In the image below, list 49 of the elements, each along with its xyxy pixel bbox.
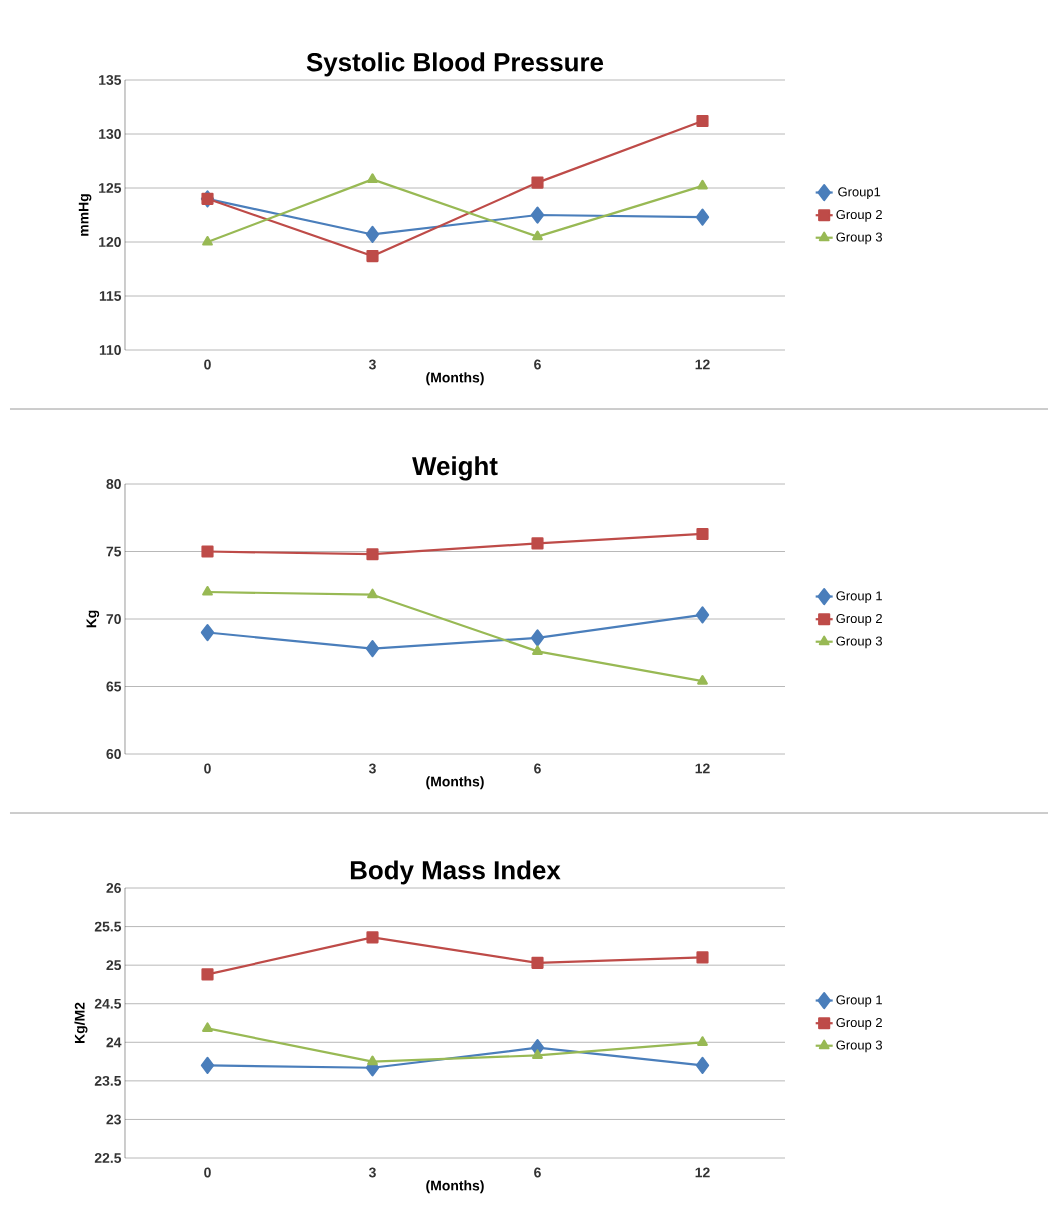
y-axis-title: Kg/M2 xyxy=(74,1002,88,1043)
x-tick-label: 6 xyxy=(533,763,541,774)
y-tick-label: 70 xyxy=(106,614,121,624)
legend-label: Group 2 xyxy=(836,209,882,222)
y-tick-label: 80 xyxy=(106,479,121,489)
x-tick-label: 3 xyxy=(368,763,376,774)
y-tick-label: 25 xyxy=(106,960,121,971)
y-tick-label: 75 xyxy=(106,546,121,557)
x-tick-label: 0 xyxy=(203,763,211,774)
y-tick-label: 23.5 xyxy=(94,1075,121,1086)
legend-label: Group 3 xyxy=(836,232,882,245)
legend-label: Group 1 xyxy=(836,591,882,603)
x-tick-label: 0 xyxy=(203,1167,211,1178)
y-tick-label: 125 xyxy=(98,183,121,193)
y-tick-label: 24.5 xyxy=(94,998,121,1009)
x-axis-title: (Months) xyxy=(426,372,484,386)
y-tick-label: 120 xyxy=(98,237,121,247)
y-tick-label: 23 xyxy=(106,1114,121,1125)
chart-title: Body Mass Index xyxy=(350,860,561,885)
legend-label: Group 3 xyxy=(836,636,882,649)
y-tick-label: 24 xyxy=(106,1037,122,1048)
y-tick-label: 26 xyxy=(106,883,121,893)
y-tick-label: 115 xyxy=(99,291,121,301)
x-axis-title: (Months) xyxy=(426,776,484,790)
x-axis-title: (Months) xyxy=(426,1180,484,1194)
y-tick-label: 130 xyxy=(98,129,121,139)
y-tick-label: 22.5 xyxy=(94,1153,121,1163)
x-tick-label: 12 xyxy=(695,1167,710,1178)
legend-label: Group 2 xyxy=(836,613,882,626)
x-tick-label: 3 xyxy=(368,359,376,370)
x-tick-label: 6 xyxy=(533,359,541,370)
legend-label: Group 1 xyxy=(836,995,882,1007)
legend-label: Group 3 xyxy=(836,1040,882,1053)
y-tick-label: 135 xyxy=(98,75,121,85)
legend-label: Group1 xyxy=(838,187,880,199)
x-tick-label: 3 xyxy=(368,1167,376,1178)
x-tick-label: 0 xyxy=(203,359,211,370)
chart-title: Weight xyxy=(411,456,498,481)
y-tick-label: 110 xyxy=(99,345,121,355)
y-tick-label: 60 xyxy=(106,749,121,759)
y-axis-title: Kg xyxy=(86,610,99,628)
y-tick-label: 65 xyxy=(106,681,121,692)
y-axis-title: mmHg xyxy=(78,194,92,236)
x-tick-label: 6 xyxy=(533,1167,541,1178)
y-tick-label: 25.5 xyxy=(94,921,121,932)
x-tick-label: 12 xyxy=(695,359,710,370)
x-tick-label: 12 xyxy=(695,763,710,774)
legend-label: Group 2 xyxy=(836,1017,882,1030)
chart-title: Systolic Blood Pressure xyxy=(306,52,603,77)
